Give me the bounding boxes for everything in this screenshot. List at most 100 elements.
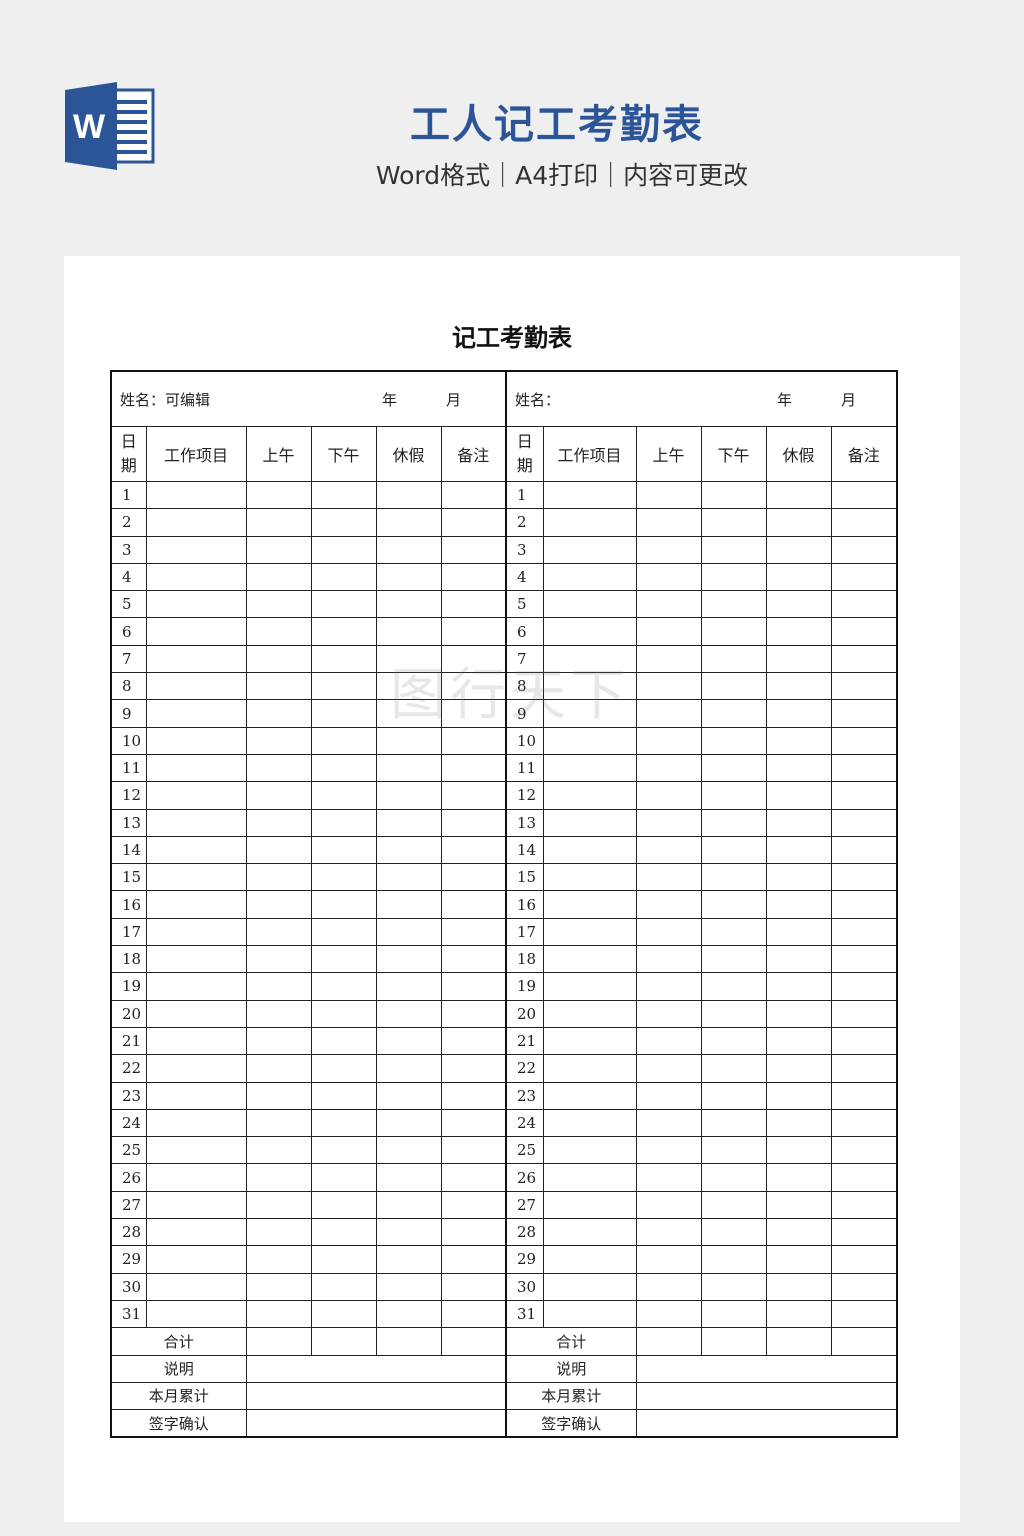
work-cell[interactable] — [542, 1136, 637, 1165]
leave-cell[interactable] — [765, 699, 832, 728]
remark-cell[interactable] — [830, 562, 899, 592]
pm-cell[interactable] — [700, 699, 767, 728]
pm-cell[interactable] — [700, 535, 767, 564]
am-cell[interactable] — [245, 1054, 312, 1083]
am-cell[interactable] — [245, 480, 312, 510]
pm-cell[interactable] — [310, 535, 377, 564]
work-cell[interactable] — [145, 1245, 247, 1274]
leave-cell[interactable] — [765, 808, 832, 837]
am-cell[interactable] — [635, 699, 702, 728]
footer-value-cell[interactable] — [245, 1381, 508, 1411]
footer-value-cell[interactable] — [245, 1354, 508, 1383]
am-cell[interactable] — [635, 1026, 702, 1056]
remark-cell[interactable] — [440, 753, 508, 783]
work-cell[interactable] — [542, 699, 637, 728]
remark-cell[interactable] — [440, 863, 508, 892]
leave-cell[interactable] — [765, 1163, 832, 1192]
remark-cell[interactable] — [440, 590, 508, 619]
am-cell[interactable] — [245, 808, 312, 837]
remark-cell[interactable] — [440, 890, 508, 919]
pm-cell[interactable] — [700, 590, 767, 619]
remark-cell[interactable] — [440, 1190, 508, 1220]
am-cell[interactable] — [245, 999, 312, 1028]
pm-cell[interactable] — [700, 508, 767, 537]
work-cell[interactable] — [145, 1054, 247, 1083]
leave-cell[interactable] — [765, 1108, 832, 1138]
pm-cell[interactable] — [700, 917, 767, 947]
work-cell[interactable] — [542, 480, 637, 510]
work-cell[interactable] — [542, 945, 637, 974]
am-cell[interactable] — [245, 726, 312, 755]
work-cell[interactable] — [542, 917, 637, 947]
am-cell[interactable] — [245, 1081, 312, 1110]
pm-cell[interactable] — [700, 945, 767, 974]
am-cell[interactable] — [245, 1108, 312, 1138]
leave-cell[interactable] — [375, 562, 442, 592]
work-cell[interactable] — [542, 508, 637, 537]
remark-cell[interactable] — [440, 1163, 508, 1192]
am-cell[interactable] — [635, 480, 702, 510]
am-cell[interactable] — [635, 672, 702, 701]
am-cell[interactable] — [245, 1026, 312, 1056]
leave-cell[interactable] — [375, 480, 442, 510]
am-cell[interactable] — [245, 1136, 312, 1165]
work-cell[interactable] — [542, 562, 637, 592]
pm-cell[interactable] — [310, 1108, 377, 1138]
am-cell[interactable] — [245, 863, 312, 892]
am-cell[interactable] — [635, 972, 702, 1001]
work-cell[interactable] — [145, 835, 247, 865]
pm-cell[interactable] — [700, 480, 767, 510]
footer-value-cell[interactable] — [245, 1409, 508, 1439]
am-cell[interactable] — [245, 890, 312, 919]
leave-cell[interactable] — [765, 1245, 832, 1274]
am-cell[interactable] — [245, 617, 312, 646]
work-cell[interactable] — [542, 1108, 637, 1138]
pm-cell[interactable] — [310, 672, 377, 701]
remark-cell[interactable] — [440, 562, 508, 592]
am-cell[interactable] — [245, 590, 312, 619]
am-cell[interactable] — [635, 508, 702, 537]
remark-cell[interactable] — [440, 781, 508, 810]
pm-cell[interactable] — [310, 972, 377, 1001]
remark-cell[interactable] — [830, 917, 899, 947]
leave-cell[interactable] — [765, 917, 832, 947]
am-cell[interactable] — [245, 781, 312, 810]
pm-cell[interactable] — [310, 699, 377, 728]
am-cell[interactable] — [635, 617, 702, 646]
leave-cell[interactable] — [765, 644, 832, 674]
remark-cell[interactable] — [440, 808, 508, 837]
footer-value-cell[interactable] — [635, 1409, 899, 1439]
pm-cell[interactable] — [310, 1190, 377, 1220]
am-cell[interactable] — [635, 1054, 702, 1083]
work-cell[interactable] — [145, 1218, 247, 1247]
pm-cell[interactable] — [310, 562, 377, 592]
pm-cell[interactable] — [700, 972, 767, 1001]
pm-cell[interactable] — [310, 999, 377, 1028]
work-cell[interactable] — [145, 945, 247, 974]
total-cell[interactable] — [245, 1327, 312, 1356]
pm-cell[interactable] — [310, 808, 377, 837]
remark-cell[interactable] — [830, 863, 899, 892]
pm-cell[interactable] — [700, 672, 767, 701]
total-cell[interactable] — [635, 1327, 702, 1356]
pm-cell[interactable] — [310, 863, 377, 892]
remark-cell[interactable] — [440, 835, 508, 865]
work-cell[interactable] — [542, 1272, 637, 1301]
work-cell[interactable] — [145, 1026, 247, 1056]
remark-cell[interactable] — [440, 617, 508, 646]
total-cell[interactable] — [310, 1327, 377, 1356]
am-cell[interactable] — [245, 835, 312, 865]
am-cell[interactable] — [635, 1081, 702, 1110]
remark-cell[interactable] — [830, 1081, 899, 1110]
remark-cell[interactable] — [830, 535, 899, 564]
am-cell[interactable] — [635, 999, 702, 1028]
remark-cell[interactable] — [830, 1245, 899, 1274]
work-cell[interactable] — [145, 1108, 247, 1138]
remark-cell[interactable] — [830, 972, 899, 1001]
pm-cell[interactable] — [310, 726, 377, 755]
pm-cell[interactable] — [310, 890, 377, 919]
work-cell[interactable] — [145, 1272, 247, 1301]
remark-cell[interactable] — [830, 835, 899, 865]
footer-value-cell[interactable] — [635, 1381, 899, 1411]
leave-cell[interactable] — [765, 890, 832, 919]
